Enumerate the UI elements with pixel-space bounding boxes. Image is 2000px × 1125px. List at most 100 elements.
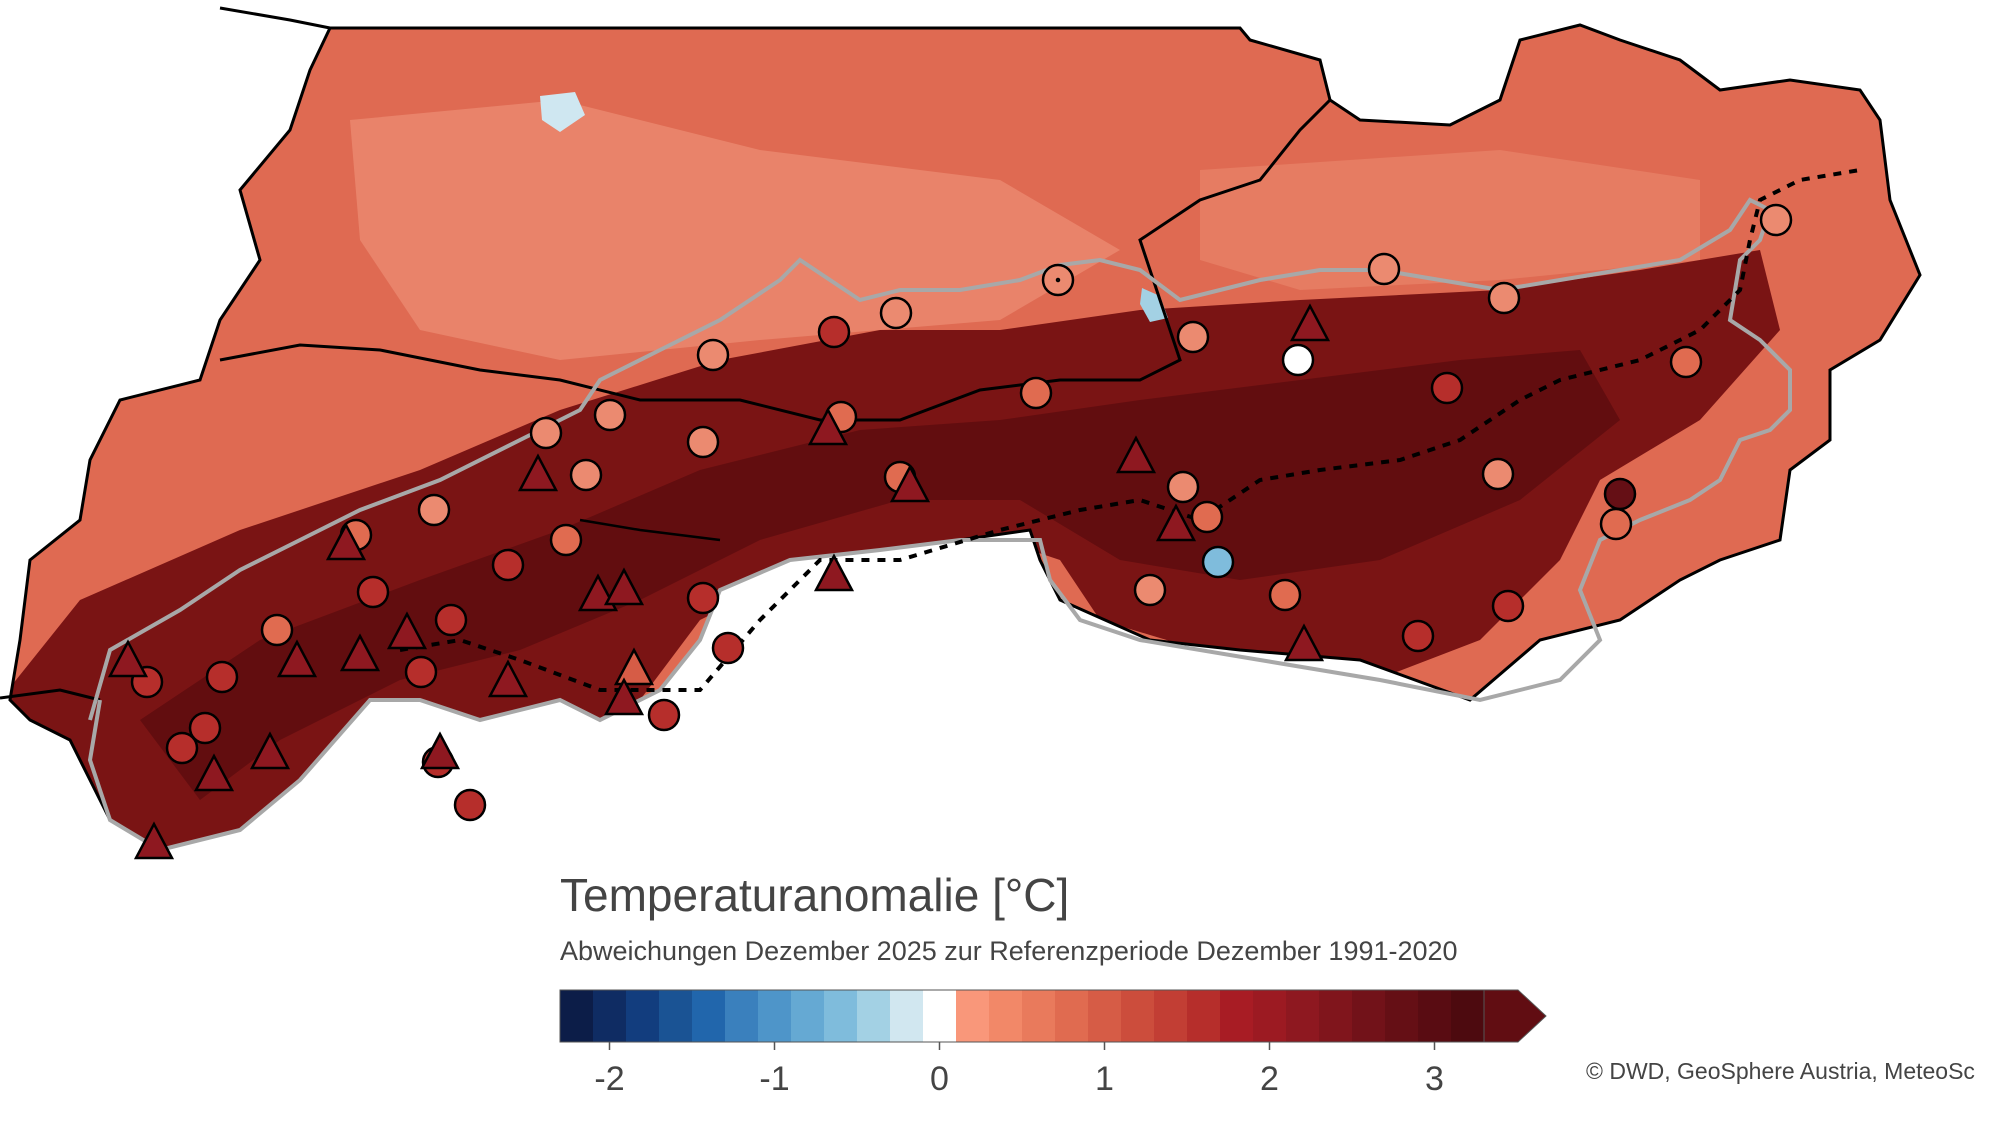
station-circle xyxy=(686,581,720,615)
station-triangle xyxy=(107,639,149,678)
colorbar-tick-label: 1 xyxy=(1095,1060,1114,1098)
station-circle xyxy=(549,523,583,557)
station-markers xyxy=(130,203,1793,822)
colorbar-bin xyxy=(1187,990,1221,1042)
colorbar-bin xyxy=(923,990,957,1042)
station-triangle xyxy=(133,821,175,860)
station-circle xyxy=(417,493,451,527)
colorbar-bin xyxy=(1385,990,1419,1042)
colorbar-bin xyxy=(956,990,990,1042)
border-austria-italy xyxy=(579,518,721,542)
station-circle xyxy=(1268,578,1302,612)
colorbar-bins xyxy=(559,989,1547,1043)
colorbar-tick-label: -1 xyxy=(759,1060,789,1098)
station-circle xyxy=(1190,500,1224,534)
station-circle xyxy=(165,731,199,765)
colorbar-ticks: -2 -1 0 1 2 3 xyxy=(594,1042,1444,1098)
station-circle xyxy=(491,548,525,582)
station-circle xyxy=(1166,470,1200,504)
station-triangle xyxy=(813,553,855,592)
lowland-light-patch xyxy=(1200,150,1700,290)
station-circle xyxy=(1055,277,1061,283)
station-circle xyxy=(1481,457,1515,491)
colorbar-tick-label: 3 xyxy=(1425,1060,1444,1098)
station-circle xyxy=(404,655,438,689)
colorbar-bin xyxy=(890,990,924,1042)
station-circle xyxy=(205,660,239,694)
colorbar-tick-label: -2 xyxy=(594,1060,624,1098)
station-circle xyxy=(1599,507,1633,541)
station-circle xyxy=(1176,320,1210,354)
alpine-dark-core xyxy=(140,350,1620,800)
colorbar-bin xyxy=(857,990,891,1042)
alpine-main-ridge xyxy=(399,168,1861,692)
station-circle xyxy=(1201,545,1235,579)
colorbar-outline xyxy=(559,989,1485,1043)
station-circle xyxy=(647,698,681,732)
alpine-region-outline xyxy=(88,197,1792,721)
colorbar-bin xyxy=(1154,990,1188,1042)
colorbar-bin xyxy=(758,990,792,1042)
station-circle xyxy=(529,416,563,450)
station-circle xyxy=(1759,203,1793,237)
station-triangle xyxy=(193,753,235,792)
station-triangle xyxy=(889,464,931,503)
station-circle xyxy=(260,613,294,647)
station-circle xyxy=(569,458,603,492)
anomaly-map xyxy=(0,6,1922,860)
colorbar-bin xyxy=(593,990,627,1042)
colorbar-tick-label: 0 xyxy=(930,1060,949,1098)
station-circle xyxy=(1133,573,1167,607)
station-circle xyxy=(1019,376,1053,410)
station-triangle xyxy=(325,522,367,561)
station-triangle xyxy=(603,567,645,606)
station-circle xyxy=(188,711,222,745)
colorbar-bin xyxy=(824,990,858,1042)
border-switzerland-italy xyxy=(0,688,101,702)
station-circle xyxy=(453,788,487,822)
station-triangle xyxy=(1289,303,1331,342)
colorbar-bin xyxy=(1220,990,1254,1042)
station-triangle xyxy=(1283,623,1325,662)
station-circle xyxy=(356,575,390,609)
colorbar-bin xyxy=(1088,990,1122,1042)
station-triangle xyxy=(613,647,655,686)
colorbar-bin xyxy=(626,990,660,1042)
colorbar-bin xyxy=(1352,990,1386,1042)
colorbar-bin xyxy=(1253,990,1287,1042)
colorbar-bin xyxy=(692,990,726,1042)
outer-border xyxy=(8,23,1922,852)
station-triangle xyxy=(1155,503,1197,542)
station-triangle xyxy=(807,407,849,446)
station-circle xyxy=(1430,371,1464,405)
border-germany-austria-swiss xyxy=(219,98,1332,422)
cold-lake-patch xyxy=(1140,288,1168,322)
station-triangle xyxy=(419,731,461,770)
cold-patch-north xyxy=(540,92,585,132)
station-circle xyxy=(1669,345,1703,379)
station-circle xyxy=(696,338,730,372)
station-circle xyxy=(711,631,745,665)
colorbar-bin xyxy=(560,990,594,1042)
station-circle xyxy=(817,315,851,349)
colorbar-bin xyxy=(1055,990,1089,1042)
station-triangle xyxy=(276,639,318,678)
colorbar-bin xyxy=(1451,990,1485,1042)
station-circle xyxy=(879,296,913,330)
lowland-light-patch xyxy=(350,100,1120,360)
station-triangle xyxy=(603,677,645,716)
station-triangle xyxy=(339,633,381,672)
station-circle xyxy=(1603,477,1637,511)
station-triangle xyxy=(487,659,529,698)
legend-subtitle: Abweichungen Dezember 2025 zur Referenzp… xyxy=(560,936,1458,966)
copyright-credit: © DWD, GeoSphere Austria, MeteoSc xyxy=(1586,1058,1975,1084)
station-circle xyxy=(1487,281,1521,315)
colorbar-tick-label: 2 xyxy=(1260,1060,1279,1098)
station-circle xyxy=(1491,589,1525,623)
legend-title: Temperaturanomalie [°C] xyxy=(560,869,1070,921)
colorbar-bin xyxy=(1418,990,1452,1042)
colorbar-bin xyxy=(1286,990,1320,1042)
colorbar: -2 -1 0 1 2 3 xyxy=(559,989,1547,1098)
station-triangle xyxy=(1115,435,1157,474)
colorbar-bin xyxy=(1022,990,1056,1042)
